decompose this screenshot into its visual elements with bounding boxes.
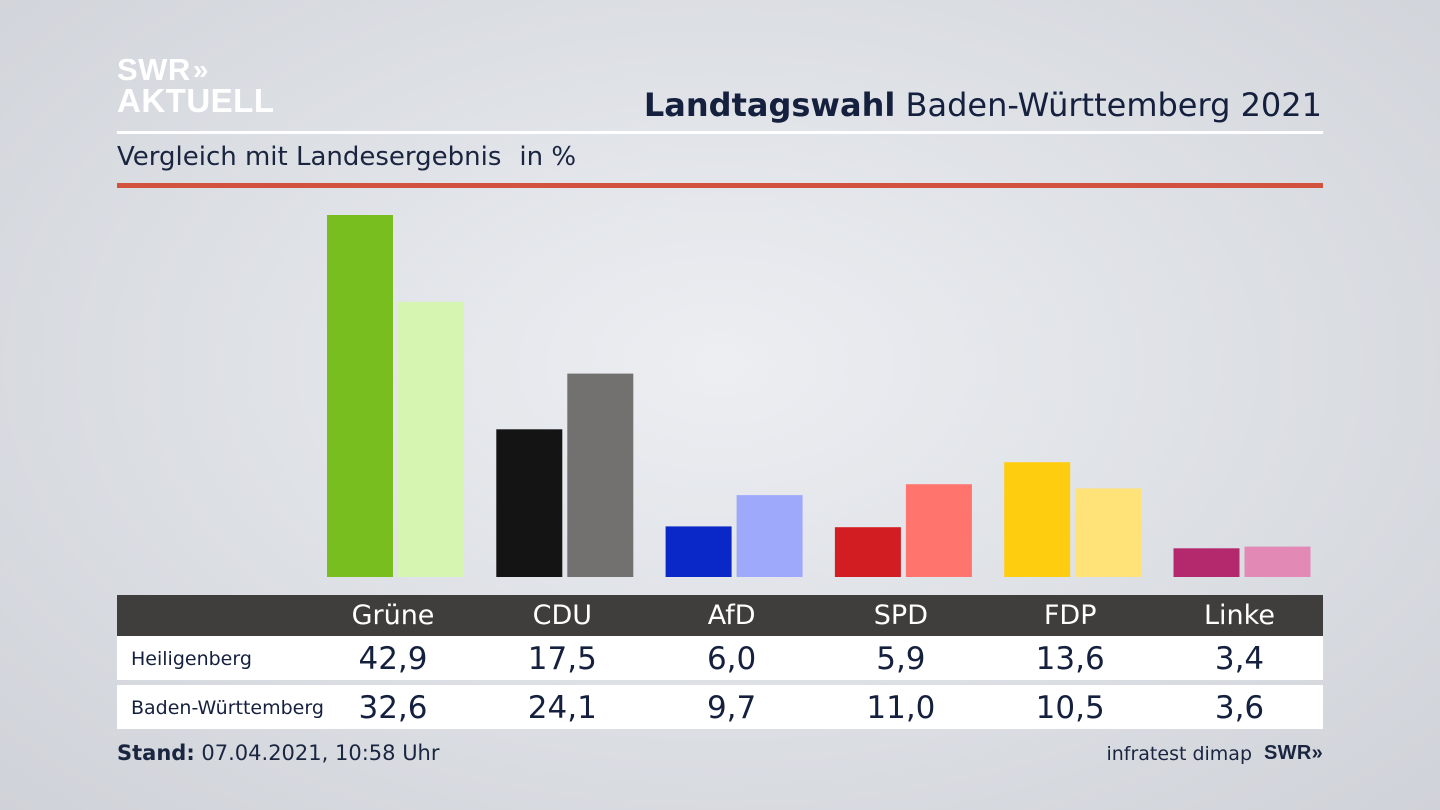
page-title: Landtagswahl Baden-Württemberg 2021 [644, 86, 1322, 124]
table-cell: 17,5 [527, 641, 597, 677]
bar-fdp-state [1075, 488, 1142, 577]
source-credit: infratest dimap SWR» [1106, 742, 1323, 765]
bar-spd-state [905, 484, 972, 577]
column-header: AfD [707, 600, 756, 631]
timestamp: Stand: 07.04.2021, 10:58 Uhr [117, 741, 440, 765]
row-label: Baden-Württemberg [131, 697, 324, 719]
column-header: Grüne [351, 600, 435, 631]
table-cell: 3,6 [1214, 690, 1265, 726]
swr-aktuell-logo: SWR» AKTUELL [117, 52, 275, 119]
bar-afd-state [736, 495, 803, 577]
table-cell: 5,9 [876, 641, 926, 677]
bar-linke-local [1173, 548, 1240, 577]
chart-subtitle: Vergleich mit Landesergebnis in % [117, 142, 576, 172]
stand-value: 07.04.2021, 10:58 Uhr [201, 741, 440, 765]
table-row: Heiligenberg 42,9 17,5 6,0 5,9 13,6 3,4 [117, 636, 1323, 680]
title-rest: Baden-Württemberg 2021 [905, 86, 1323, 124]
bar-grne-local [327, 215, 393, 577]
column-header: CDU [532, 600, 592, 631]
column-header: SPD [873, 600, 928, 631]
table-cell: 42,9 [358, 641, 428, 677]
bar-linke-state [1244, 546, 1311, 577]
logo-swr-text: SWR [117, 52, 191, 87]
column-header: FDP [1043, 600, 1097, 631]
title-bold: Landtagswahl [643, 86, 896, 124]
bar-spd-local [834, 527, 901, 577]
table-row: Baden-Württemberg 32,6 24,1 9,7 11,0 10,5 3,6 [117, 685, 1323, 729]
subtitle-text: Vergleich mit Landesergebnis [117, 142, 502, 172]
results-table: Grüne CDU AfD SPD FDP Linke Heiligenberg 42,9… [117, 595, 1323, 729]
row-label: Heiligenberg [131, 648, 252, 670]
table-cell: 6,0 [706, 641, 757, 677]
bar-grne-state [398, 301, 464, 577]
accent-divider [117, 183, 1323, 188]
logo-aktuell-text: AKTUELL [117, 82, 275, 119]
swr-logo: SWR» [1264, 742, 1323, 764]
table-cell: 13,6 [1035, 641, 1105, 677]
title-divider [117, 131, 1323, 134]
column-header: Linke [1204, 600, 1275, 631]
stand-label: Stand: [117, 741, 195, 765]
unit-label: in % [519, 142, 577, 172]
bar-afd-local [665, 526, 732, 577]
table-cell: 32,6 [358, 690, 428, 726]
table-cell: 11,0 [866, 690, 936, 726]
source-text: infratest dimap [1106, 742, 1253, 765]
table-cell: 10,5 [1035, 690, 1105, 726]
bar-cdu-state [567, 373, 634, 577]
table-cell: 9,7 [706, 690, 757, 726]
table-cell: 24,1 [527, 690, 597, 726]
bar-fdp-local [1004, 462, 1071, 577]
table-cell: 3,4 [1214, 641, 1265, 677]
table-header: Grüne CDU AfD SPD FDP Linke [117, 595, 1323, 636]
bar-cdu-local [496, 429, 563, 577]
